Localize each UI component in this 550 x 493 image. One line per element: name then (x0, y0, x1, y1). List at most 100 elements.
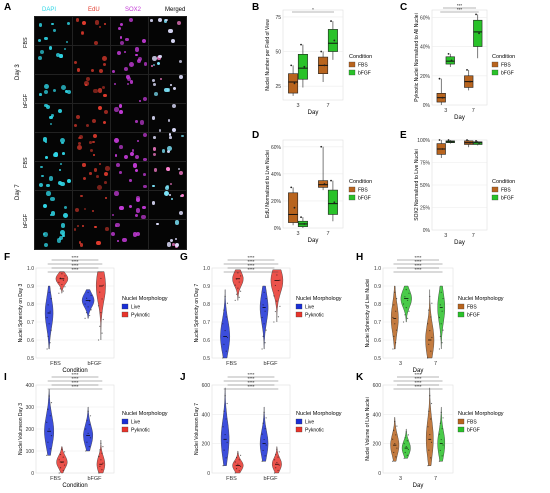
nucleus (162, 149, 166, 153)
data-point (407, 434, 409, 436)
nucleus (166, 166, 171, 171)
nucleus (167, 242, 172, 247)
data-point (323, 183, 326, 185)
nucleus (170, 38, 175, 43)
data-point (277, 290, 280, 292)
data-point (320, 50, 323, 53)
legend-swatch (491, 194, 499, 201)
legend-label: Live (305, 305, 314, 311)
nucleus (39, 93, 43, 96)
micrograph-tile (110, 103, 149, 134)
nucleus (48, 46, 53, 50)
data-point (276, 300, 278, 302)
data-point (405, 307, 407, 309)
data-point (234, 461, 236, 463)
nucleus (51, 114, 54, 117)
nucleus (79, 241, 82, 244)
legend-swatch (457, 311, 465, 318)
nucleus (57, 109, 63, 114)
nucleus (105, 166, 110, 171)
data-point (222, 357, 224, 359)
violin-body (390, 417, 400, 462)
x-tick-label: 7 (434, 361, 437, 367)
data-point (226, 302, 229, 304)
nucleus (172, 243, 175, 246)
nucleus (125, 37, 129, 42)
nucleus (97, 88, 102, 93)
micrograph-tile (148, 74, 187, 105)
nucleus (42, 232, 48, 237)
violin-body (259, 406, 269, 462)
data-point (263, 411, 265, 414)
legend-swatch (457, 426, 465, 433)
signif-label: *** (457, 3, 463, 8)
nucleus (114, 138, 119, 144)
y-tick-label: 1.0 (374, 266, 381, 272)
nucleus (114, 107, 119, 112)
nucleus (91, 118, 97, 124)
data-point (395, 310, 397, 312)
data-point (50, 435, 53, 437)
data-point (100, 312, 102, 314)
nucleus (82, 177, 86, 181)
data-point (63, 451, 66, 453)
nucleus (169, 84, 172, 87)
nucleus (152, 147, 157, 151)
data-point (47, 304, 49, 306)
nucleus (75, 18, 80, 22)
x-tick-label: bFGF (87, 476, 102, 482)
violin-body (270, 269, 284, 323)
x-tick-label: bFGF (263, 476, 278, 482)
violin-body (220, 387, 230, 466)
legend-label: Pyknotic (131, 313, 150, 319)
data-point (478, 32, 480, 35)
data-point (393, 429, 395, 432)
x-tick-label: FBS (50, 476, 61, 482)
micrograph-tile (72, 103, 111, 134)
data-point (429, 433, 431, 436)
data-point (239, 465, 242, 467)
nucleus (136, 231, 141, 236)
nucleus (166, 149, 171, 154)
data-point (265, 444, 267, 446)
legend-label: FBS (501, 63, 511, 69)
data-point (393, 335, 395, 337)
nucleus (44, 89, 49, 94)
data-point (265, 298, 267, 300)
data-point (438, 348, 441, 350)
violin-body (44, 389, 55, 456)
legend-label: Live (131, 305, 140, 311)
y-tick-label: 0.9 (374, 284, 381, 290)
nucleus (178, 60, 182, 64)
nucleus (111, 69, 115, 73)
data-point (300, 43, 302, 46)
nucleus (60, 223, 65, 228)
signif-label: **** (247, 267, 254, 272)
y-tick-label: 0 (378, 471, 381, 477)
data-point (263, 323, 265, 325)
legend-swatch (457, 418, 465, 425)
data-point (85, 450, 87, 452)
violin-body (56, 446, 68, 474)
micrograph-tile (110, 219, 149, 250)
signif-label: **** (414, 255, 421, 260)
nucleus (116, 51, 121, 56)
y-axis-label: Nuclei Volumeon Day 3 (18, 403, 24, 455)
y-tick-label: 400 (202, 412, 211, 418)
legend-swatch (295, 418, 303, 425)
channel-label-sox2: SOX2 (125, 7, 142, 13)
data-point (440, 411, 442, 414)
legend-swatch (491, 61, 499, 68)
nucleus (133, 163, 138, 168)
data-point (48, 291, 50, 293)
data-point (441, 96, 444, 99)
panel-letter-e: E (400, 130, 407, 141)
micrograph-tile (110, 132, 149, 163)
nucleus (115, 162, 120, 167)
legend-swatch (348, 194, 356, 201)
panel-letter-k: K (356, 372, 364, 383)
data-point (238, 296, 240, 298)
signif-label: **** (71, 376, 78, 381)
x-axis-label: Condition (62, 368, 87, 374)
nucleus (39, 50, 44, 55)
